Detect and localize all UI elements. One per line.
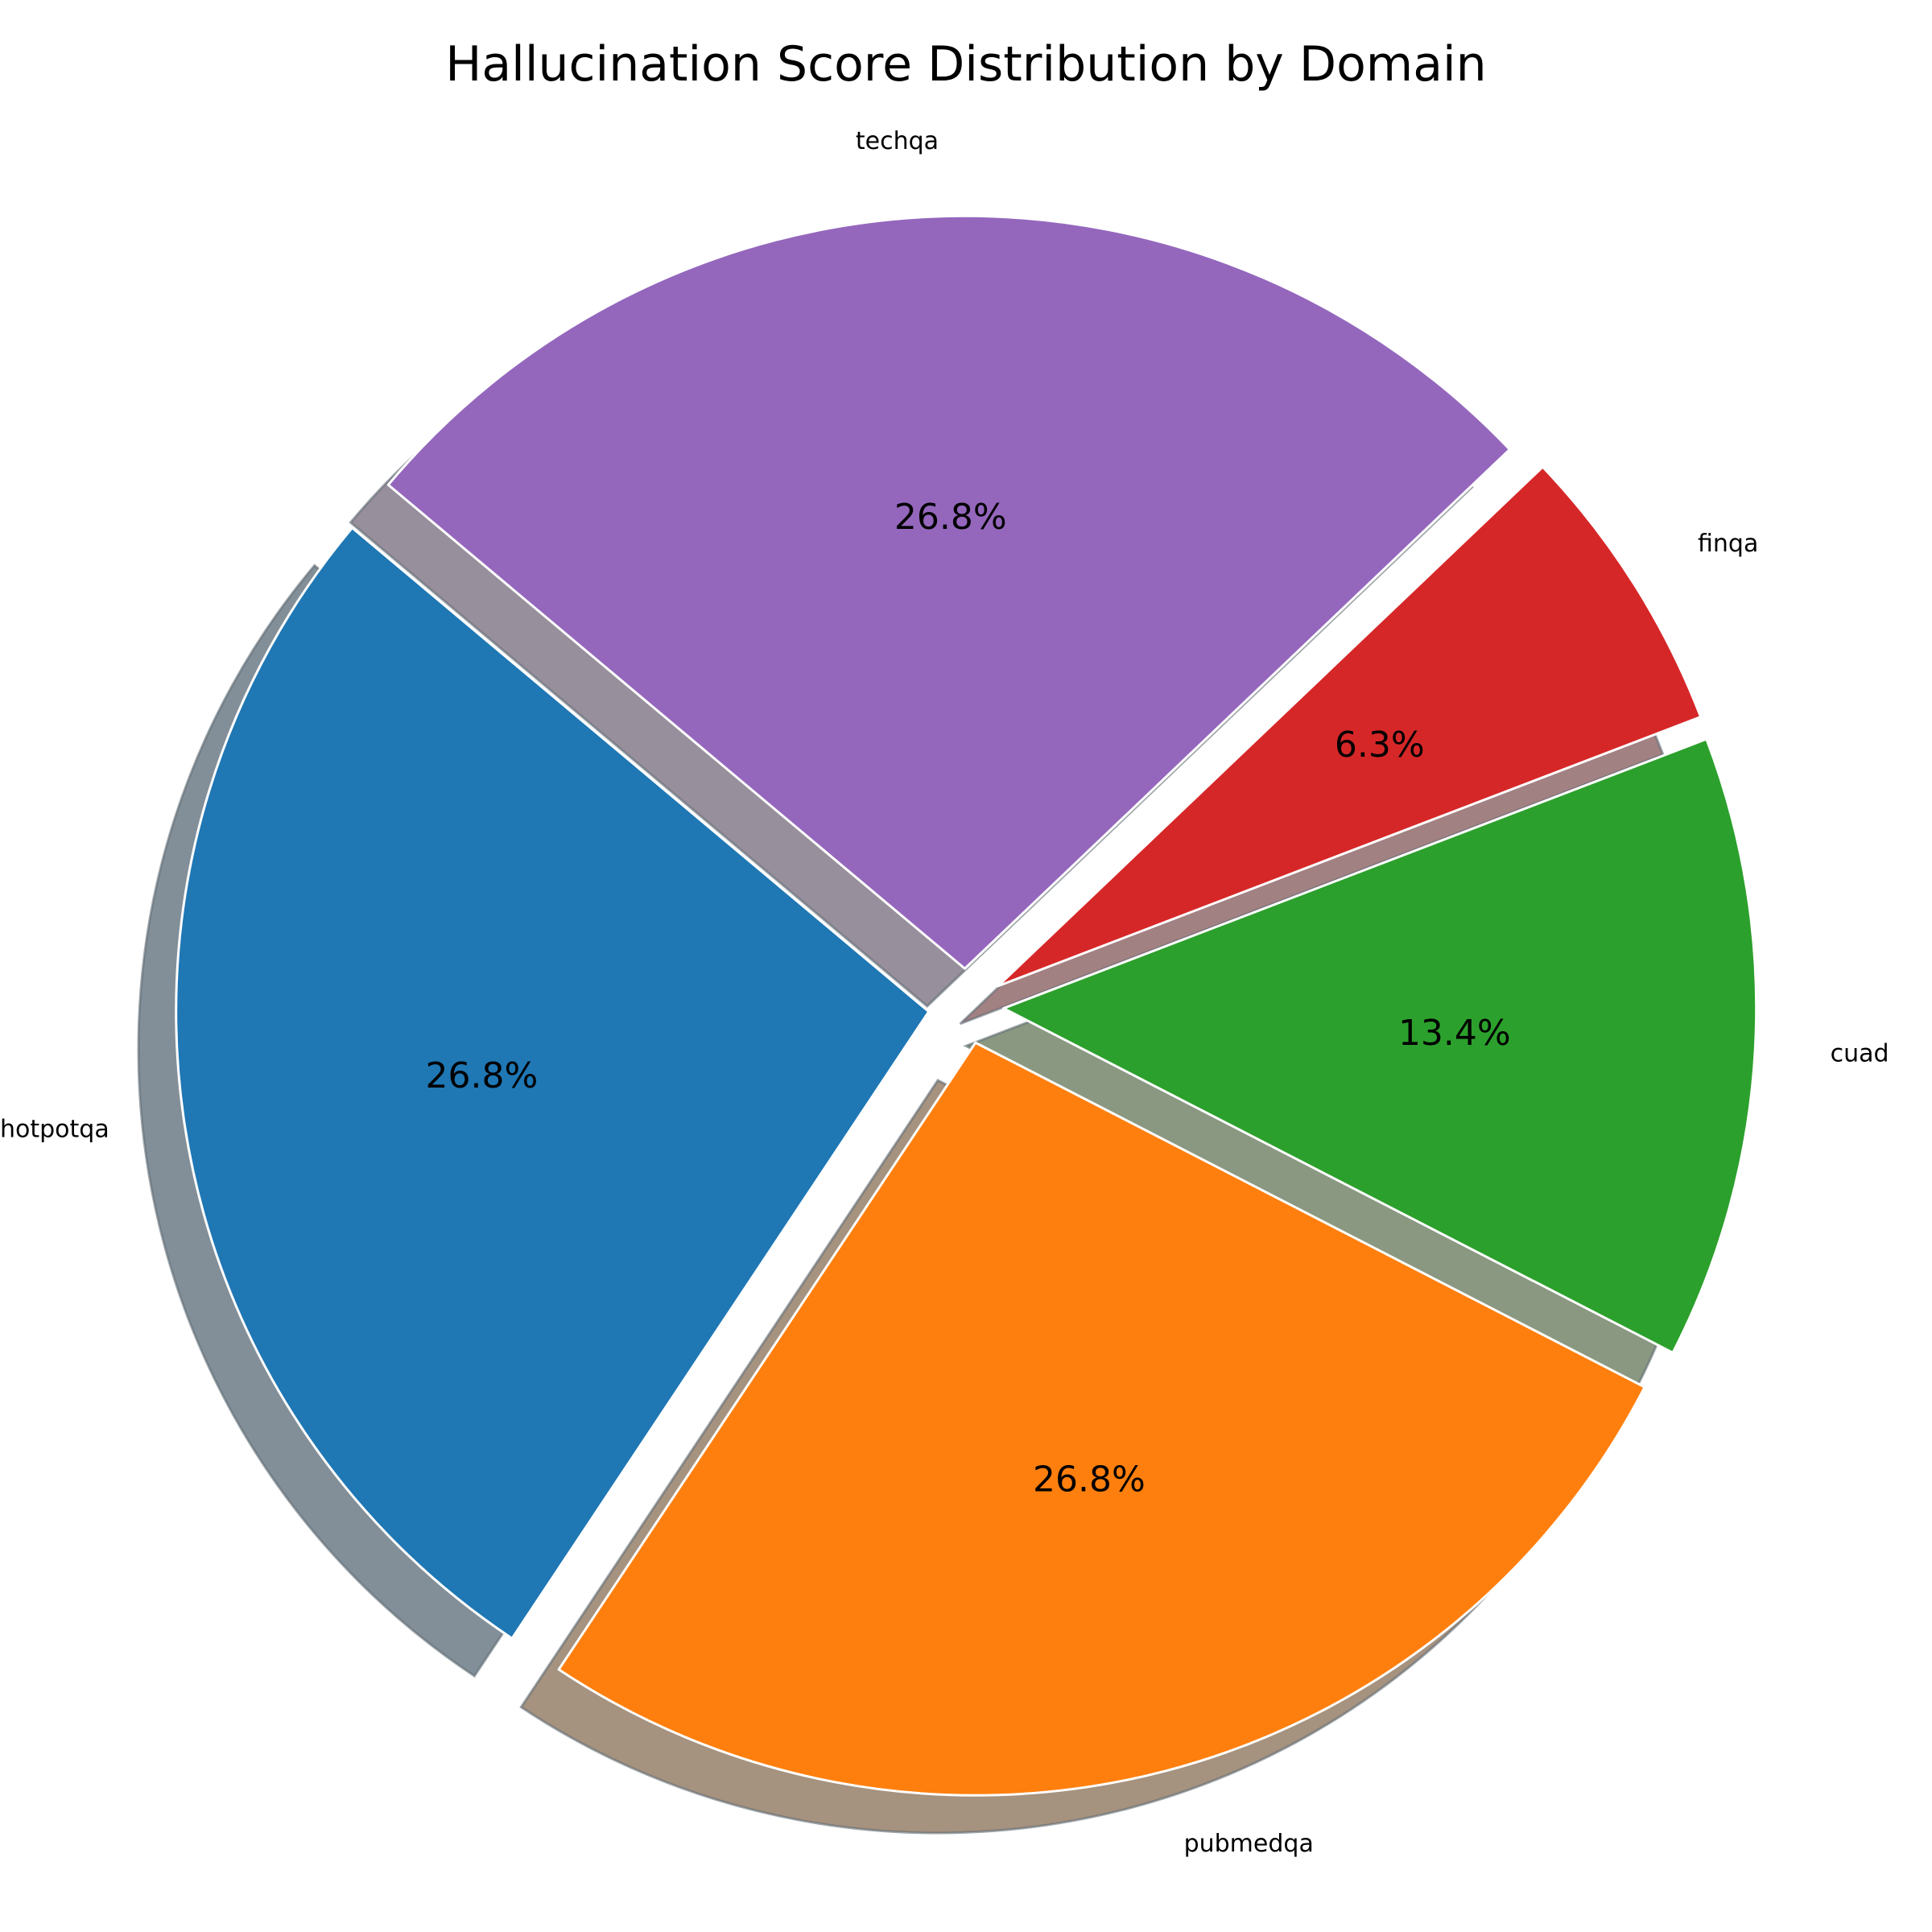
slice-pubmedqa <box>557 1041 1646 1797</box>
slice-cuad <box>1002 737 1758 1354</box>
slice-label-cuad: cuad <box>1831 1039 1889 1067</box>
percent-label-techqa: 26.8% <box>894 497 1007 538</box>
percent-label-hotpotqa: 26.8% <box>426 1055 539 1096</box>
slice-label-hotpotqa: hotpotqa <box>0 1116 109 1144</box>
percent-labels: 26.8% 26.8% 13.4% 6.3% 26.8% <box>426 497 1511 1501</box>
slice-labels: hotpotqa pubmedqa cuad finqa techqa <box>0 127 1889 1858</box>
percent-label-finqa: 6.3% <box>1335 724 1425 766</box>
slice-label-pubmedqa: pubmedqa <box>1184 1830 1314 1858</box>
percent-label-pubmedqa: 26.8% <box>1033 1459 1146 1501</box>
slice-label-techqa: techqa <box>856 127 939 155</box>
chart-title: Hallucination Score Distribution by Doma… <box>445 36 1486 93</box>
percent-label-cuad: 13.4% <box>1398 1013 1511 1054</box>
slice-techqa <box>386 214 1511 970</box>
slice-finqa <box>997 465 1703 988</box>
pie-slices <box>175 214 1758 1797</box>
slice-label-finqa: finqa <box>1698 530 1758 558</box>
slice-hotpotqa <box>175 526 931 1640</box>
